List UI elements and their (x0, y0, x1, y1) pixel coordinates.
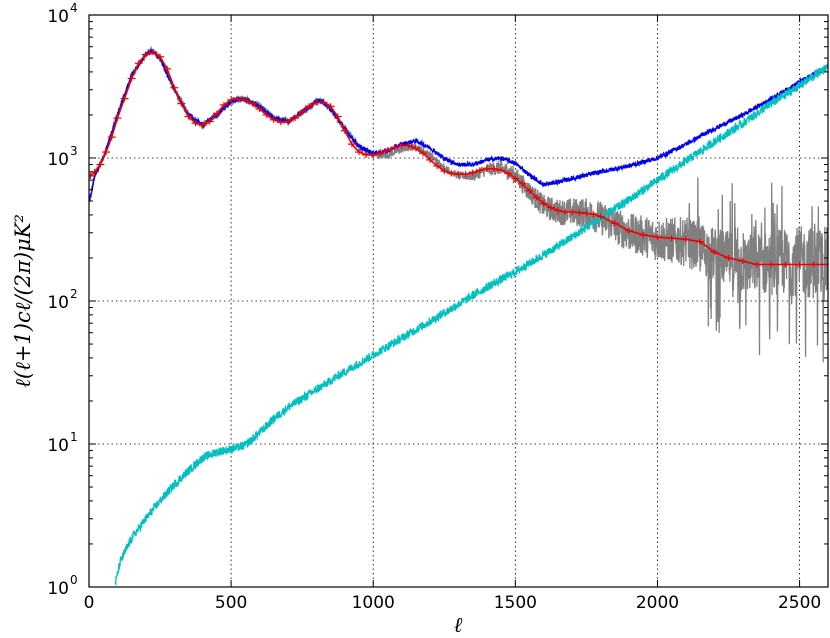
x-tick-labels: 0 500 1000 1500 2000 2500 (84, 593, 822, 613)
y-tick-label: 10 (47, 293, 69, 313)
y-tick-label: 10 (47, 579, 69, 599)
y-tick-label: 10 (47, 7, 69, 27)
series-layer (89, 45, 828, 586)
ticks (88, 14, 828, 588)
x-tick-label: 500 (215, 593, 247, 613)
x-tick-label: 0 (84, 593, 95, 613)
y-tick-exponent: 4 (70, 1, 78, 15)
series-line (89, 45, 828, 363)
y-tick-exponent: 0 (70, 573, 78, 587)
y-tick-base: 10 (47, 436, 69, 456)
series-line (89, 48, 828, 202)
x-axis-label: ℓ (454, 613, 463, 637)
y-tick-exponent: 3 (70, 144, 78, 158)
x-tick-label: 1500 (494, 593, 537, 613)
y-axis-label-text: ℓ(ℓ+1)cℓ/(2π)μK² (11, 214, 35, 388)
y-tick-exponent: 1 (70, 430, 78, 444)
y-tick-label: 10 (47, 436, 69, 456)
series-line (114, 62, 828, 586)
y-tick-base: 10 (47, 7, 69, 27)
x-tick-label: 1000 (352, 593, 395, 613)
y-axis-label: ℓ(ℓ+1)cℓ/(2π)μK² (11, 214, 35, 388)
x-tick-label: 2500 (778, 593, 821, 613)
y-tick-base: 10 (47, 293, 69, 313)
y-tick-exponent: 2 (70, 287, 78, 301)
x-tick-label: 2000 (636, 593, 679, 613)
y-tick-label: 10 (47, 150, 69, 170)
series-line (89, 51, 828, 266)
y-tick-base: 10 (47, 150, 69, 170)
y-tick-base: 10 (47, 579, 69, 599)
